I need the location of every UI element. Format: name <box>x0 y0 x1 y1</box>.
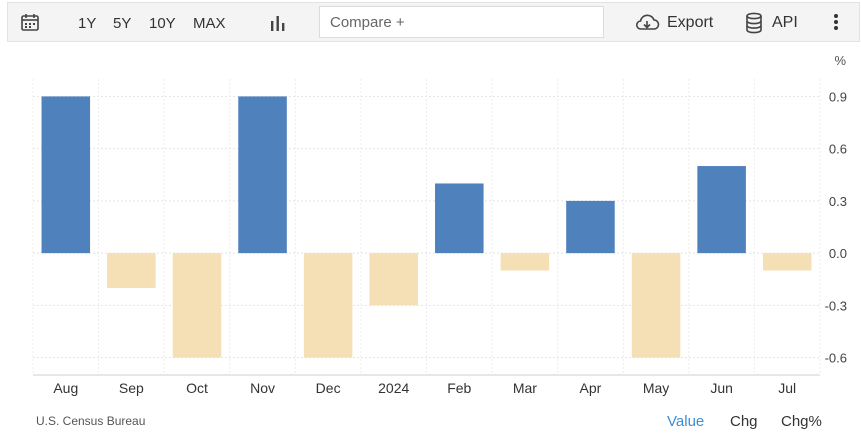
x-tick-label: 2024 <box>378 380 409 396</box>
compare-input[interactable] <box>319 6 604 38</box>
database-icon[interactable] <box>745 12 763 39</box>
bar-jun[interactable] <box>697 166 746 254</box>
x-tick-label: May <box>643 380 669 396</box>
bar-sep[interactable] <box>107 253 156 288</box>
change-percent-option[interactable]: Chg% <box>781 413 822 430</box>
range-5y-button[interactable]: 5Y <box>113 15 132 32</box>
api-button[interactable]: API <box>772 14 798 31</box>
x-tick-label: Aug <box>53 380 78 396</box>
more-vertical-icon[interactable] <box>833 13 839 36</box>
value-option[interactable]: Value <box>667 413 705 430</box>
calendar-icon[interactable] <box>20 12 40 37</box>
range-10y-button[interactable]: 10Y <box>149 15 176 32</box>
x-tick-label: Sep <box>119 380 144 396</box>
bar-chart-icon[interactable] <box>270 14 286 37</box>
x-tick-label: Mar <box>513 380 537 396</box>
bar-apr[interactable] <box>566 200 615 254</box>
bar-nov[interactable] <box>238 96 287 254</box>
x-tick-label: Nov <box>250 380 275 396</box>
x-tick-label: Jul <box>778 380 796 396</box>
chart-bars <box>41 96 812 358</box>
y-unit-label: % <box>834 53 846 68</box>
bar-dec[interactable] <box>303 253 353 358</box>
y-tick-label: -0.3 <box>825 298 847 313</box>
chart-toolbar: 1Y 5Y 10Y MAX Export API <box>7 2 860 42</box>
y-tick-label: 0.0 <box>829 246 847 261</box>
export-button[interactable]: Export <box>667 14 714 31</box>
y-tick-label: -0.6 <box>825 351 847 366</box>
data-source-label: U.S. Census Bureau <box>36 414 146 428</box>
bar-may[interactable] <box>631 253 681 358</box>
y-tick-label: 0.3 <box>829 194 847 209</box>
bar-chart: 0.9 0.6 0.3 0.0 -0.3 -0.6 Aug Sep Oct Nov Dec 2024 F… <box>32 53 847 396</box>
x-tick-label: Apr <box>580 380 602 396</box>
bar-oct[interactable] <box>172 253 222 358</box>
bar-jul[interactable] <box>762 253 812 271</box>
y-tick-label: 0.6 <box>829 142 847 157</box>
bar-2024[interactable] <box>369 253 418 306</box>
cloud-download-icon[interactable] <box>634 13 660 38</box>
y-tick-label: 0.9 <box>829 89 847 104</box>
chart-axes: 0.9 0.6 0.3 0.0 -0.3 -0.6 Aug Sep Oct Nov Dec 2024 F… <box>33 89 847 396</box>
x-tick-label: Oct <box>186 380 208 396</box>
range-max-button[interactable]: MAX <box>193 15 226 32</box>
x-tick-label: Dec <box>316 380 341 396</box>
x-tick-label: Jun <box>710 380 733 396</box>
x-tick-label: Feb <box>447 380 471 396</box>
bar-mar[interactable] <box>500 253 550 271</box>
chart-grid <box>32 79 821 375</box>
bar-aug[interactable] <box>41 96 91 254</box>
bar-feb[interactable] <box>435 183 484 254</box>
range-1y-button[interactable]: 1Y <box>78 15 97 32</box>
change-option[interactable]: Chg <box>730 413 758 430</box>
